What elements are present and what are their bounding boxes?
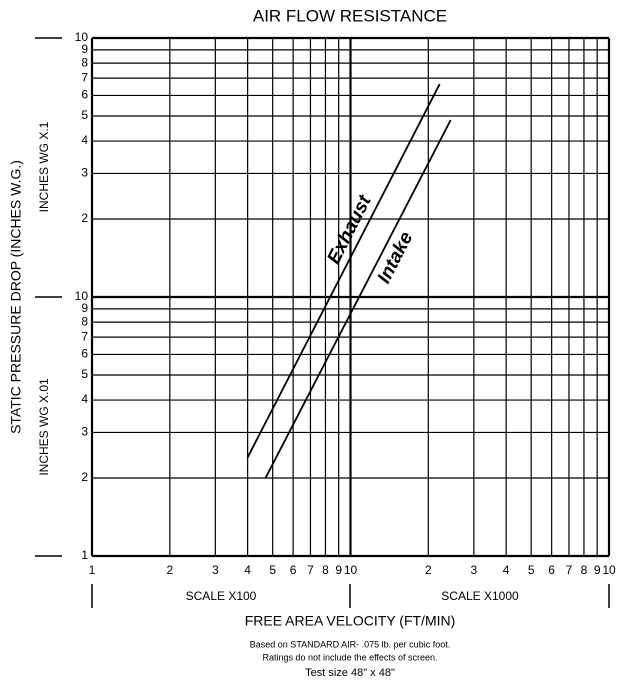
x-tick-label: 5 — [528, 563, 535, 577]
x-tick-label: 8 — [581, 563, 588, 577]
y-tick-label: 9 — [81, 301, 88, 315]
y-tick-label: 8 — [81, 55, 88, 69]
y-tick-label: 7 — [81, 70, 88, 84]
x-tick-label: 9 — [335, 563, 342, 577]
y-decade-label: INCHES WG X.1 — [37, 121, 51, 212]
series-line — [264, 119, 452, 479]
note: Test size 48" x 48" — [305, 667, 395, 679]
y-tick-label: 1 — [81, 548, 88, 562]
x-tick-label: 3 — [470, 563, 477, 577]
x-tick-label: 2 — [425, 563, 432, 577]
y-axis-title: STATIC PRESSURE DROP (INCHES W.G.) — [8, 160, 24, 434]
chart-title: AIR FLOW RESISTANCE — [253, 6, 447, 25]
note: Based on STANDARD AIR- .075 lb. per cubi… — [250, 639, 450, 649]
y-tick-label: 4 — [81, 133, 88, 147]
y-tick-label: 2 — [81, 470, 88, 484]
y-decade-label: INCHES WG X.01 — [37, 378, 51, 476]
y-tick-label: 4 — [81, 392, 88, 406]
x-tick-label: 6 — [548, 563, 555, 577]
x-tick-label: 6 — [290, 563, 297, 577]
y-tick-label: 8 — [81, 314, 88, 328]
x-tick-label: 2 — [166, 563, 173, 577]
y-tick-label: 10 — [75, 30, 89, 44]
x-scale-label: SCALE X100 — [186, 589, 257, 603]
x-tick-label: 7 — [566, 563, 573, 577]
x-tick-label: 9 — [594, 563, 601, 577]
x-tick-label: 7 — [307, 563, 314, 577]
x-axis-title: FREE AREA VELOCITY (FT/MIN) — [245, 613, 456, 629]
y-tick-label: 5 — [81, 108, 88, 122]
x-tick-label: 3 — [212, 563, 219, 577]
y-tick-label: 7 — [81, 329, 88, 343]
y-tick-label: 5 — [81, 367, 88, 381]
y-tick-label: 3 — [81, 166, 88, 180]
series-line — [246, 83, 441, 459]
y-tick-label: 10 — [75, 289, 89, 303]
y-tick-label: 3 — [81, 425, 88, 439]
x-tick-label: 4 — [244, 563, 251, 577]
y-tick-label: 6 — [81, 88, 88, 102]
x-tick-label: 5 — [269, 563, 276, 577]
note: Ratings do not include the effects of sc… — [263, 652, 438, 662]
x-scale-label: SCALE X1000 — [441, 589, 519, 603]
y-tick-label: 9 — [81, 42, 88, 56]
x-tick-label: 4 — [503, 563, 510, 577]
x-tick-label: 10 — [602, 563, 616, 577]
y-tick-label: 6 — [81, 347, 88, 361]
x-tick-label: 1 — [89, 563, 96, 577]
y-tick-label: 2 — [81, 211, 88, 225]
x-tick-label: 10 — [344, 563, 358, 577]
x-tick-label: 8 — [322, 563, 329, 577]
